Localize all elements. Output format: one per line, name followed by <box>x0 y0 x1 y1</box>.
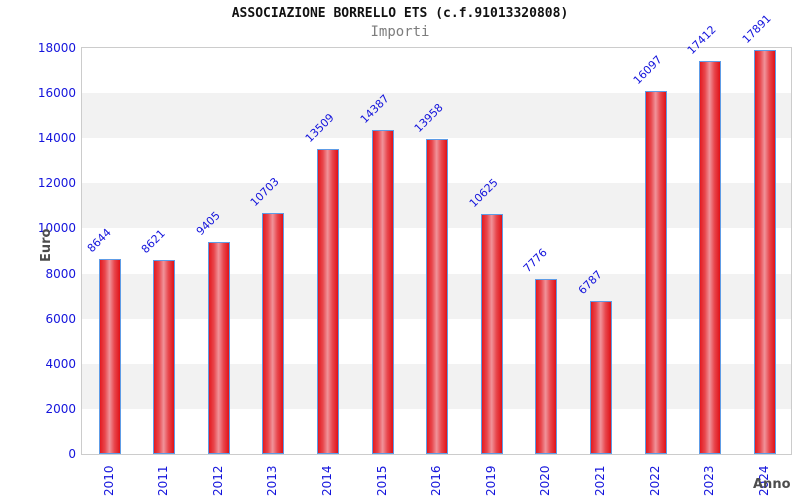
x-tick-label: 2013 <box>265 465 280 496</box>
bar <box>644 90 667 454</box>
bar <box>98 259 121 454</box>
bar <box>371 129 394 454</box>
bar <box>207 241 230 454</box>
x-tick-label: 2023 <box>702 465 717 496</box>
chart-title: ASSOCIAZIONE BORRELLO ETS (c.f.910133208… <box>231 6 569 21</box>
y-tick-label: 6000 <box>45 311 76 326</box>
bar <box>153 259 176 454</box>
bar <box>426 139 449 454</box>
bar <box>699 61 722 454</box>
x-tick-label: 2012 <box>210 465 225 496</box>
grid-band <box>82 48 791 94</box>
chart-subtitle: Importi <box>370 24 430 40</box>
y-tick-label: 12000 <box>37 176 76 191</box>
x-tick-label: 2019 <box>483 465 498 496</box>
bar <box>480 214 503 454</box>
y-tick-label: 14000 <box>37 131 76 146</box>
bar <box>589 300 612 454</box>
y-tick-label: 0 <box>68 447 76 461</box>
y-tick-label: 4000 <box>45 356 76 371</box>
grid-band <box>82 93 791 139</box>
x-tick-label: 2022 <box>647 465 662 496</box>
x-tick-label: 2015 <box>374 465 389 496</box>
y-axis-title: Euro <box>39 228 54 262</box>
y-tick-label: 18000 <box>37 41 76 55</box>
bar <box>535 278 558 454</box>
y-tick-label: 10000 <box>37 221 76 236</box>
bar <box>316 149 339 454</box>
y-tick-label: 2000 <box>45 401 76 416</box>
x-axis-title: Anno <box>753 477 791 492</box>
x-tick-label: 2014 <box>319 465 334 496</box>
x-tick-label: 2020 <box>538 465 553 496</box>
x-tick-label: 2021 <box>592 465 607 496</box>
bar <box>262 212 285 454</box>
y-tick-label: 16000 <box>37 86 76 101</box>
bar <box>753 50 776 454</box>
x-tick-label: 2010 <box>101 465 116 496</box>
x-tick-label: 2016 <box>429 465 444 496</box>
x-tick-label: 2011 <box>156 465 171 496</box>
y-tick-label: 8000 <box>45 266 76 281</box>
plot-area: 8644 8621 9405 10703 13509 14387 13958 10625 777… <box>81 13 792 455</box>
